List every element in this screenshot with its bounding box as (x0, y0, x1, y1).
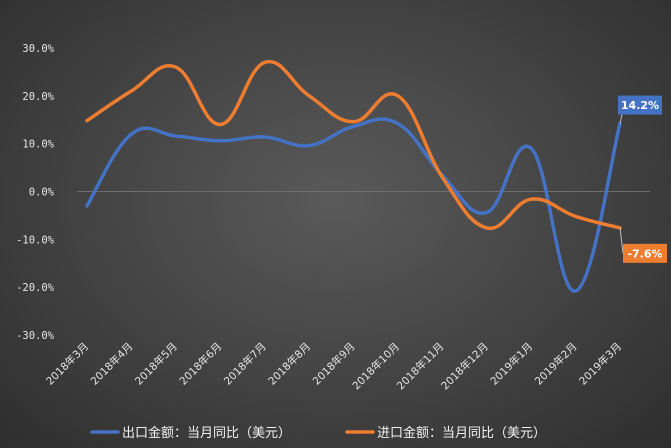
legend: 出口金额：当月同比（美元） 进口金额：当月同比（美元） (90, 425, 546, 441)
x-tick-label: 2018年6月 (177, 340, 225, 388)
data-label-text: 14.2% (621, 99, 659, 112)
data-label-box (623, 243, 667, 263)
series-layer (85, 59, 622, 293)
x-tick-label: 2019年2月 (532, 340, 580, 388)
y-tick-label: 20.0% (22, 91, 54, 103)
y-axis: 30.0% 20.0% 10.0% 0.0% -10.0% -20.0% -30.0% (16, 43, 650, 342)
series-line-export (85, 117, 622, 293)
data-label-box (618, 95, 662, 115)
x-tick-label: 2018年3月 (43, 340, 91, 388)
y-tick-label: -20.0% (16, 282, 55, 294)
y-tick-label: 30.0% (22, 43, 54, 55)
data-label-text: -7.6% (627, 247, 662, 260)
x-tick-label: 2019年3月 (576, 340, 624, 388)
legend-label-import: 进口金额：当月同比（美元） (377, 425, 546, 441)
x-tick-label: 2018年9月 (310, 340, 358, 388)
y-tick-label: -10.0% (16, 234, 55, 246)
series-line-import (85, 59, 622, 230)
x-axis: 2018年3月2018年4月2018年5月2018年6月2018年7月2018年… (43, 340, 624, 392)
y-tick-label: 10.0% (22, 139, 54, 151)
y-tick-label: -30.0% (16, 330, 55, 342)
x-tick-label: 2018年5月 (132, 340, 180, 388)
data-label-leader (619, 114, 623, 124)
x-tick-label: 2018年4月 (88, 340, 136, 388)
legend-label-export: 出口金额：当月同比（美元） (122, 425, 291, 441)
x-tick-label: 2018年7月 (221, 340, 269, 388)
y-tick-label: 0.0% (29, 187, 55, 199)
x-tick-label: 2018年8月 (266, 340, 314, 388)
data-label-leader (619, 227, 624, 254)
x-tick-label: 2018年12月 (438, 340, 490, 392)
x-tick-label: 2019年1月 (488, 340, 536, 388)
data-labels: 14.2% -7.6% (618, 95, 667, 263)
